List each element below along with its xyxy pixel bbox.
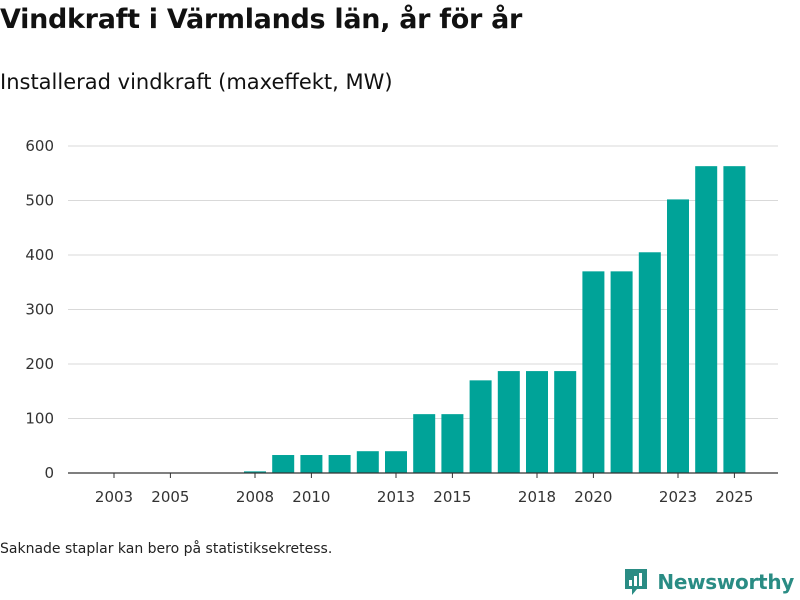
- y-tick-label: 0: [44, 464, 54, 482]
- y-tick-label: 200: [25, 355, 54, 373]
- bar-2022: [638, 252, 661, 473]
- bar-2024: [695, 166, 718, 474]
- footnote: Saknade staplar kan bero på statistiksek…: [0, 541, 333, 557]
- y-tick-label: 500: [25, 192, 54, 210]
- newsworthy-logo-icon: [623, 567, 649, 597]
- bar-2019: [554, 371, 577, 473]
- x-tick-label: 2003: [95, 488, 133, 506]
- x-tick-label: 2010: [292, 488, 330, 506]
- bar-2015: [441, 414, 464, 473]
- bar-2012: [356, 451, 379, 473]
- bar-2008: [244, 471, 266, 473]
- bar-2009: [272, 455, 295, 473]
- x-tick-label: 2025: [715, 488, 753, 506]
- bar-2011: [328, 455, 351, 473]
- bar-2016: [469, 380, 492, 473]
- y-tick-label: 100: [25, 410, 54, 428]
- bar-2014: [413, 414, 436, 473]
- brand-name: Newsworthy: [657, 570, 794, 594]
- chart-subtitle: Installerad vindkraft (maxeffekt, MW): [0, 70, 393, 94]
- x-tick-label: 2018: [518, 488, 556, 506]
- axes: [68, 472, 778, 478]
- y-tick-label: 400: [25, 246, 54, 264]
- bar-2020: [582, 271, 605, 473]
- x-tick-labels: 2003 2005 2008 2010 2013 2015 2018 2020 2023 2025: [95, 488, 754, 506]
- x-tick-label: 2020: [574, 488, 612, 506]
- bar-2017: [497, 371, 520, 473]
- chart-title: Vindkraft i Värmlands län, år för år: [0, 4, 523, 35]
- bar-chart: 0 100 200 300 400 500 600 2003 2005 2008 2010 2013…: [25, 137, 778, 506]
- x-tick-label: 2015: [433, 488, 471, 506]
- bar-2021: [610, 271, 633, 473]
- bar-2023: [667, 199, 689, 473]
- y-tick-label: 300: [25, 301, 54, 319]
- y-tick-labels: 0 100 200 300 400 500 600: [25, 137, 54, 482]
- bar-2018: [526, 371, 548, 473]
- bar-2010: [300, 455, 323, 473]
- y-tick-label: 600: [25, 137, 54, 155]
- brand-logo: Newsworthy: [623, 567, 794, 597]
- x-tick-label: 2023: [659, 488, 697, 506]
- bars: [244, 166, 746, 474]
- bar-2025: [723, 166, 746, 474]
- x-tick-label: 2005: [151, 488, 189, 506]
- x-tick-label: 2008: [236, 488, 274, 506]
- bar-2013: [385, 451, 407, 473]
- x-tick-label: 2013: [377, 488, 415, 506]
